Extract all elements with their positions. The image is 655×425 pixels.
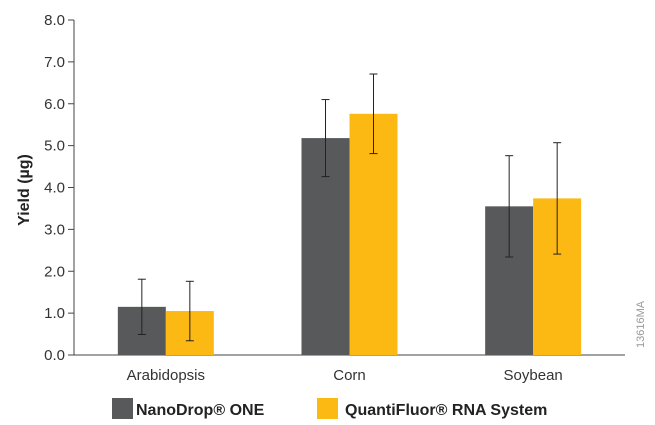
y-tick-label: 3.0 <box>44 221 65 238</box>
error-bars <box>137 73 562 342</box>
y-tick-label: 6.0 <box>44 96 65 113</box>
legend-label: NanoDrop® ONE <box>136 402 265 419</box>
x-tick-label: Soybean <box>504 367 563 384</box>
x-tick-label: Arabidopsis <box>127 367 205 384</box>
y-tick-label: 2.0 <box>44 263 65 280</box>
y-axis-label: Yield (µg) <box>16 154 33 226</box>
legend-label: QuantiFluor® RNA System <box>345 402 547 419</box>
y-tick-label: 1.0 <box>44 305 65 322</box>
legend-swatch <box>112 398 133 419</box>
x-tick-label: Corn <box>333 367 366 384</box>
x-axis: Arabidopsis Corn Soybean <box>74 354 625 384</box>
y-tick-label: 0.0 <box>44 347 65 364</box>
y-tick-label: 8.0 <box>44 12 65 29</box>
legend: NanoDrop® ONE QuantiFluor® RNA System <box>112 398 547 419</box>
y-axis: 0.0 1.0 2.0 3.0 4.0 5.0 6.0 7.0 8.0 <box>44 12 75 364</box>
legend-swatch <box>317 398 338 419</box>
bars <box>117 113 582 355</box>
y-tick-label: 4.0 <box>44 180 65 197</box>
y-tick-label: 7.0 <box>44 54 65 71</box>
y-tick-label: 5.0 <box>44 138 65 155</box>
figure-id: 13616MA <box>635 300 647 348</box>
